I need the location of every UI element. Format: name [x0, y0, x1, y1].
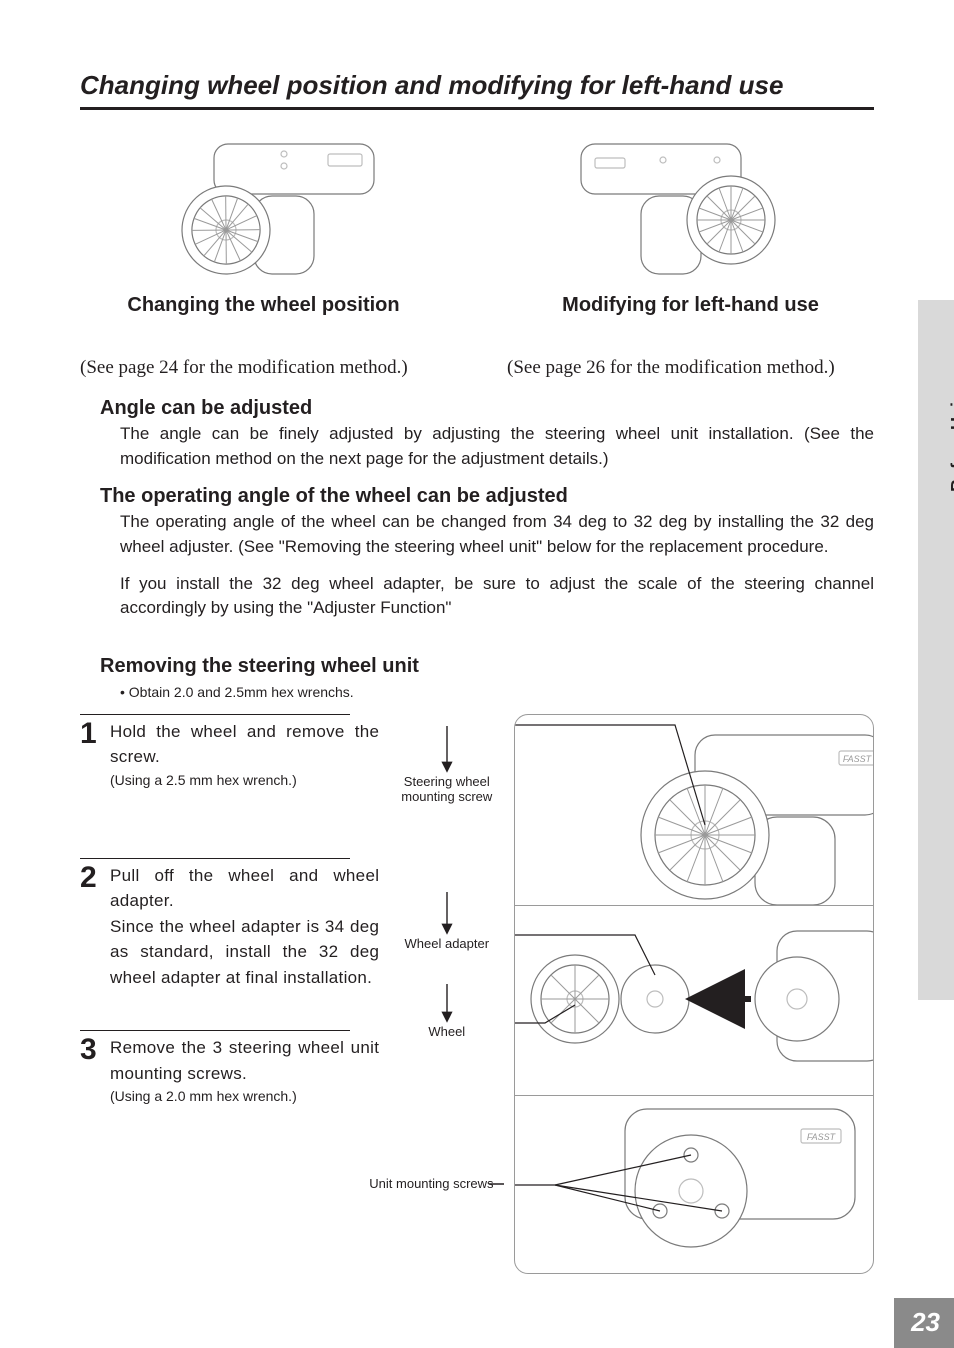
see-right: (See page 26 for the modification method…	[507, 357, 874, 379]
step-2-rule	[80, 858, 350, 859]
see-left: (See page 24 for the modification method…	[80, 357, 447, 379]
section-angle: Angle can be adjusted The angle can be f…	[80, 397, 874, 471]
caption-left: Changing the wheel position	[80, 294, 447, 317]
step-2-number: 2	[80, 863, 110, 893]
heading-operating-angle: The operating angle of the wheel can be …	[100, 485, 874, 508]
step-3-text: Remove the 3 steering wheel unit mountin…	[110, 1035, 379, 1086]
transmitter-mirrored-icon	[541, 126, 841, 286]
obtain-note: • Obtain 2.0 and 2.5mm hex wrenchs.	[120, 684, 874, 700]
callout-unit-screws: Unit mounting screws	[369, 1176, 504, 1192]
step-1-note: (Using a 2.5 mm hex wrench.)	[110, 772, 379, 788]
page-number: 23	[911, 1307, 940, 1338]
step-2: 2 Pull off the wheel and wheel adapter. …	[80, 858, 379, 991]
callout-wheel-adapter: Wheel adapter	[389, 936, 504, 952]
step-1-text: Hold the wheel and remove the screw.	[110, 719, 379, 770]
figure-left-hand	[507, 124, 874, 288]
callout-mounting-screw: Steering wheel mounting screw	[389, 774, 504, 805]
steps-column: 1 Hold the wheel and remove the screw. (…	[80, 714, 379, 1274]
heading-angle: Angle can be adjusted	[100, 397, 874, 420]
step-1-rule	[80, 714, 350, 715]
step-3-note: (Using a 2.0 mm hex wrench.)	[110, 1088, 379, 1104]
step-3-rule	[80, 1030, 350, 1031]
see-page-row: (See page 24 for the modification method…	[80, 357, 874, 379]
side-tab-label: Before Using	[948, 380, 954, 492]
top-right-column: Modifying for left-hand use	[507, 124, 874, 317]
callout-labels-column: Steering wheel mounting screw Wheel adap…	[389, 714, 504, 1274]
step-1-number: 1	[80, 719, 110, 749]
diagrams-column: FASST	[514, 714, 874, 1274]
section-operating-angle: The operating angle of the wheel can be …	[80, 485, 874, 621]
body-operating-angle-1: The operating angle of the wheel can be …	[120, 510, 874, 559]
steps-area: 1 Hold the wheel and remove the screw. (…	[80, 714, 874, 1274]
heading-removal: Removing the steering wheel unit	[100, 655, 874, 678]
step-3: 3 Remove the 3 steering wheel unit mount…	[80, 1030, 379, 1104]
step-2-text: Pull off the wheel and wheel adapter. Si…	[110, 863, 379, 991]
body-operating-angle-2: If you install the 32 deg wheel adapter,…	[120, 572, 874, 621]
step-1: 1 Hold the wheel and remove the screw. (…	[80, 714, 379, 788]
page-title: Changing wheel position and modifying fo…	[80, 70, 874, 110]
top-figure-row: Changing the wheel position	[80, 124, 874, 317]
top-left-column: Changing the wheel position	[80, 124, 447, 317]
brand-badge-text: FASST	[843, 754, 873, 764]
brand-badge-text-2: FASST	[807, 1132, 837, 1142]
step-3-number: 3	[80, 1035, 110, 1065]
figure-wheel-position	[80, 124, 447, 288]
caption-right: Modifying for left-hand use	[507, 294, 874, 317]
transmitter-angled-icon	[114, 126, 414, 286]
diagram-panel-3: FASST	[515, 1095, 874, 1274]
diagram-panel-1: FASST	[515, 715, 874, 905]
callout-wheel: Wheel	[389, 1024, 504, 1040]
body-angle: The angle can be finely adjusted by adju…	[120, 422, 874, 471]
diagram-stack: FASST	[514, 714, 874, 1274]
diagram-panel-2	[515, 905, 874, 1095]
